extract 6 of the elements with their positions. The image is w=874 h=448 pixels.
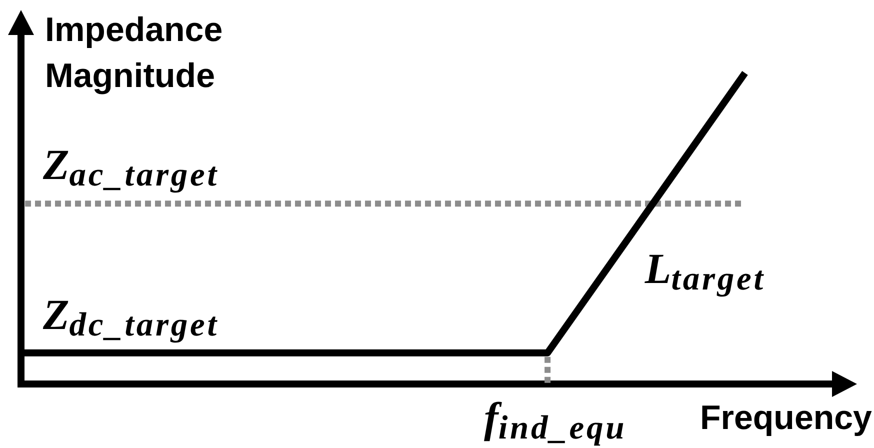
annotation: Z$_{dc_target}$ [43, 292, 219, 344]
text: f$_{ind_equ}$ [484, 395, 627, 447]
ref-line-label: Z$_{ac_target}$ [43, 142, 219, 194]
y-axis-title: Impedance Magnitude [45, 10, 224, 97]
x-axis-title: Frequency [700, 398, 872, 439]
annotation: L$_{target}$ [644, 246, 766, 298]
